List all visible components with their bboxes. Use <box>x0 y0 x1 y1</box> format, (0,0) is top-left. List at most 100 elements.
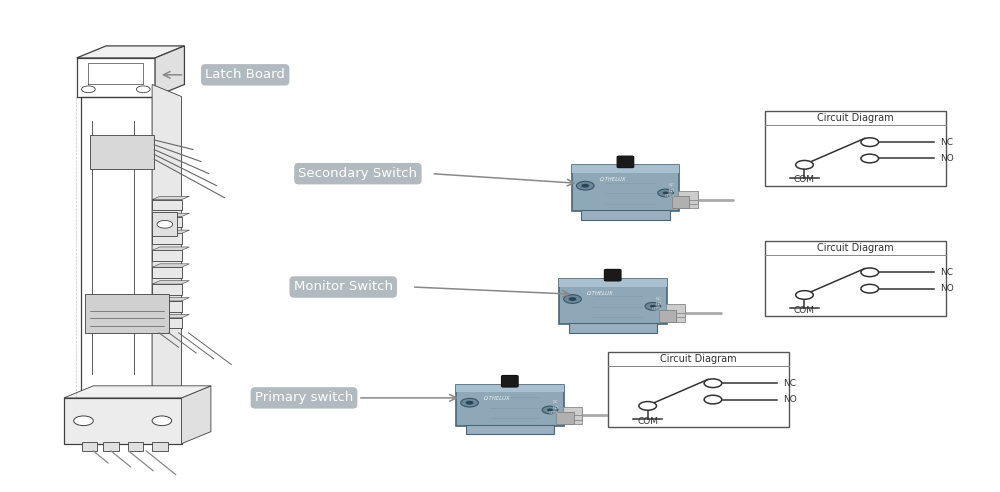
Text: NO: NO <box>940 284 954 293</box>
Circle shape <box>461 399 478 407</box>
Circle shape <box>658 189 673 197</box>
Polygon shape <box>152 318 182 329</box>
Circle shape <box>152 416 172 426</box>
Text: Primary switch: Primary switch <box>255 391 353 404</box>
Circle shape <box>796 291 813 299</box>
Circle shape <box>796 160 813 169</box>
Text: NC
NO
COM: NC NO COM <box>549 400 559 415</box>
Circle shape <box>157 220 173 228</box>
Polygon shape <box>152 264 189 267</box>
Circle shape <box>547 408 553 411</box>
Text: NO: NO <box>783 395 797 404</box>
Circle shape <box>639 401 657 410</box>
Bar <box>672 196 689 208</box>
Circle shape <box>861 138 879 147</box>
Text: NC
NO
COM: NC NO COM <box>652 297 662 311</box>
Circle shape <box>542 406 558 414</box>
FancyBboxPatch shape <box>604 270 621 281</box>
Circle shape <box>581 184 589 187</box>
Polygon shape <box>152 281 189 284</box>
Polygon shape <box>152 234 182 244</box>
Polygon shape <box>85 294 169 333</box>
Circle shape <box>663 191 669 194</box>
Bar <box>678 191 698 200</box>
Polygon shape <box>152 250 182 261</box>
Text: NC: NC <box>783 379 796 388</box>
Circle shape <box>861 284 879 293</box>
Circle shape <box>569 297 576 301</box>
Bar <box>765 241 946 316</box>
Text: Circuit Diagram: Circuit Diagram <box>817 243 894 253</box>
Circle shape <box>564 295 581 304</box>
Polygon shape <box>64 386 211 398</box>
Bar <box>563 411 582 420</box>
Text: NC: NC <box>940 268 953 277</box>
Bar <box>152 442 168 451</box>
Polygon shape <box>152 85 182 398</box>
FancyBboxPatch shape <box>617 156 634 168</box>
Bar <box>563 407 582 415</box>
Polygon shape <box>152 267 182 278</box>
Text: Monitor Switch: Monitor Switch <box>294 280 393 294</box>
Bar <box>572 165 679 174</box>
Polygon shape <box>152 200 182 210</box>
Circle shape <box>704 395 722 404</box>
Polygon shape <box>182 386 211 444</box>
Bar <box>608 352 789 427</box>
Circle shape <box>861 268 879 277</box>
FancyBboxPatch shape <box>501 375 518 387</box>
Bar <box>82 442 97 451</box>
Circle shape <box>704 379 722 388</box>
Polygon shape <box>152 247 189 250</box>
Polygon shape <box>152 196 189 200</box>
Bar <box>569 323 657 333</box>
Text: NO: NO <box>940 154 954 163</box>
Bar <box>103 442 119 451</box>
Text: Secondary Switch: Secondary Switch <box>298 167 417 180</box>
Bar <box>466 425 554 434</box>
Polygon shape <box>152 212 177 236</box>
Bar <box>678 200 698 208</box>
Polygon shape <box>152 314 189 318</box>
Bar <box>456 385 564 392</box>
FancyBboxPatch shape <box>572 165 679 211</box>
Circle shape <box>136 86 150 92</box>
Text: NC
NO
COM: NC NO COM <box>665 184 674 198</box>
Circle shape <box>82 86 95 92</box>
Polygon shape <box>152 301 182 311</box>
Text: Ω THELUX: Ω THELUX <box>599 177 626 183</box>
Bar <box>128 442 143 451</box>
Text: COM: COM <box>637 417 658 426</box>
Circle shape <box>74 416 93 426</box>
Text: COM: COM <box>794 306 815 314</box>
Circle shape <box>861 154 879 163</box>
FancyBboxPatch shape <box>456 385 564 426</box>
Polygon shape <box>77 46 184 58</box>
Polygon shape <box>152 230 189 234</box>
Text: Circuit Diagram: Circuit Diagram <box>660 354 737 364</box>
Bar <box>659 309 676 322</box>
FancyBboxPatch shape <box>559 278 667 324</box>
Bar <box>765 111 946 185</box>
Circle shape <box>650 305 656 308</box>
Polygon shape <box>152 213 189 216</box>
Text: Ω THELUX: Ω THELUX <box>483 396 510 401</box>
Polygon shape <box>152 216 182 227</box>
Bar <box>666 304 685 313</box>
Bar <box>556 412 574 424</box>
Circle shape <box>466 401 474 404</box>
Bar <box>678 195 698 204</box>
Polygon shape <box>64 398 182 444</box>
Polygon shape <box>90 135 154 169</box>
Polygon shape <box>152 298 189 301</box>
Circle shape <box>576 182 594 190</box>
Polygon shape <box>155 46 184 96</box>
Text: COM: COM <box>794 176 815 184</box>
Bar <box>666 313 685 322</box>
Text: Circuit Diagram: Circuit Diagram <box>817 113 894 123</box>
Bar <box>666 308 685 317</box>
Text: Latch Board: Latch Board <box>205 68 285 81</box>
Bar <box>559 278 667 287</box>
Text: Ω THELUX: Ω THELUX <box>586 291 613 296</box>
Text: NC: NC <box>940 138 953 147</box>
